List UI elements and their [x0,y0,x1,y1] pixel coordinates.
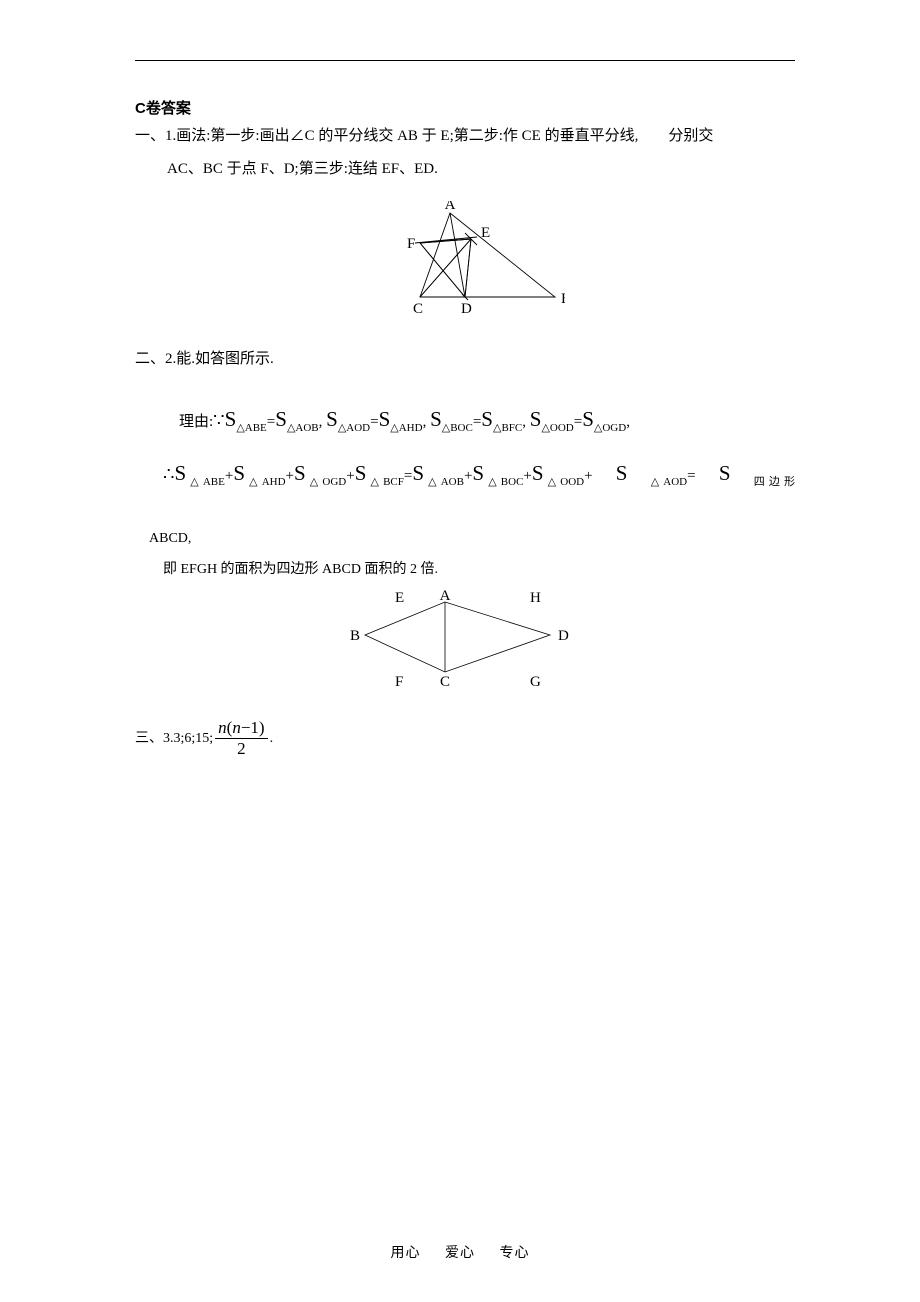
d1-label-F: F [407,236,415,252]
conclusion: 即 EFGH 的面积为四边形 ABCD 面积的 2 倍. [163,557,795,582]
answer-1-line1: 一、1.画法:第一步:画出∠C 的平分线交 AB 于 E;第二步:作 CE 的垂… [135,122,795,151]
d1-label-B: B [561,291,565,307]
equation-because: 理由:∵S△ABE=S△AOB, S△AOD=S△AHD, S△BOC=S△BF… [179,392,795,447]
d2-label-G: G [530,674,541,690]
section-c-heading: C卷答案 [135,97,795,118]
footer-c: 专心 [500,1246,530,1261]
page-footer: 用心 爱心 专心 [0,1242,920,1262]
d2-label-H: H [530,590,541,606]
d2-label-D: D [558,628,569,644]
diagram-2: E A H B D F C G [335,590,595,690]
d2-label-F: F [395,674,403,690]
d1-label-C: C [413,301,423,317]
answer-2-intro: 二、2.能.如答图所示. [135,345,795,374]
reason-prefix: 理由: [179,414,213,430]
d2-label-B: B [350,628,360,644]
answer-3-suffix: . [270,728,274,750]
therefore-symbol: ∴ [163,464,174,484]
footer-b: 爱心 [445,1246,475,1261]
frac-minus-close: −1) [241,718,265,737]
abcd-tail: ABCD, [149,531,795,547]
equation-therefore: ∴S△ABE+S△AHD+S△OGD+S△BCF=S△AOB+S△BOC+S△O… [163,446,795,501]
frac-n1: n [218,718,227,737]
diagram-1: A E F C D B [365,201,565,321]
footer-a: 用心 [391,1246,421,1261]
top-rule [135,60,795,61]
answer-3-prefix: 三、3.3;6;15; [135,728,213,750]
d2-label-E: E [395,590,404,606]
answer-3: 三、3.3;6;15; n(n−1) 2 . [135,718,795,760]
answer-1-line2: AC、BC 于点 F、D;第三步:连结 EF、ED. [135,155,795,184]
d1-label-E: E [481,225,490,241]
d1-label-D: D [461,301,472,317]
quad-sub: 四边形 [754,476,795,488]
d2-label-C: C [440,674,450,690]
d1-label-A: A [445,201,456,213]
because-symbol: ∵ [213,410,224,430]
d2-label-A: A [440,590,451,604]
fraction: n(n−1) 2 [215,718,267,760]
frac-den: 2 [215,739,267,759]
frac-n2: n [232,718,241,737]
